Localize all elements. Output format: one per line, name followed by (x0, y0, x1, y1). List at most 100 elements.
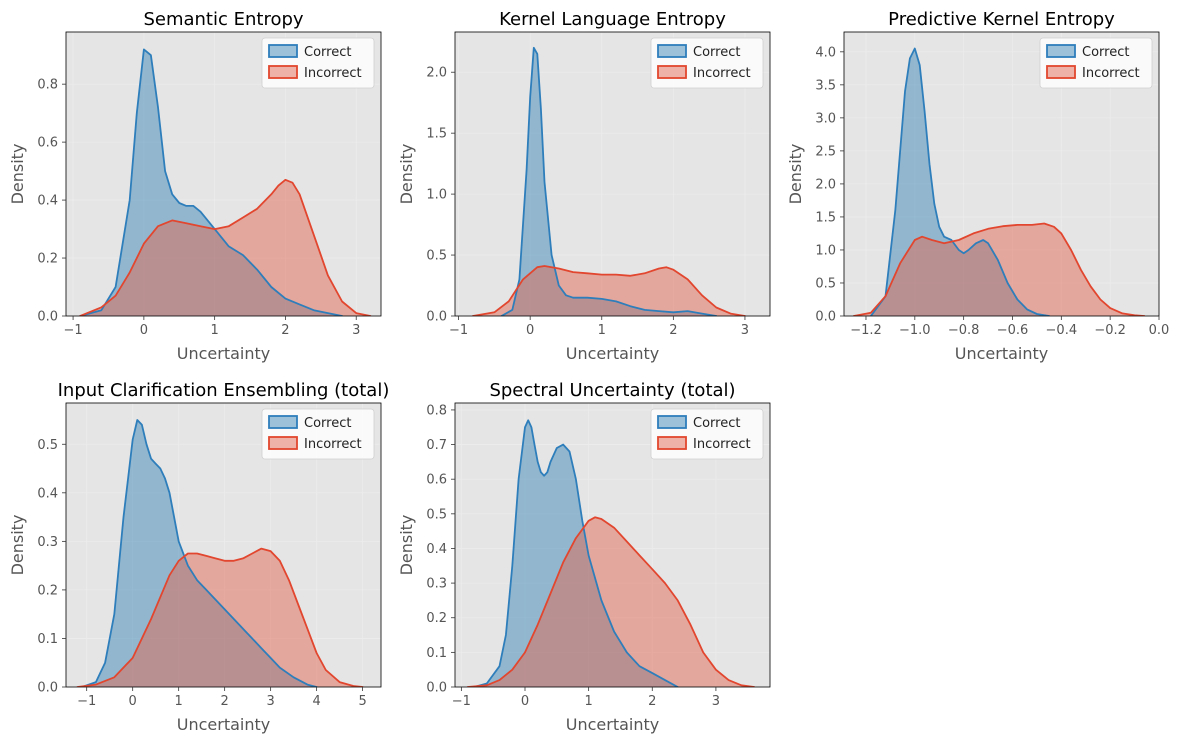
legend-label: Incorrect (304, 66, 362, 81)
chart-title: Input Clarification Ensembling (total) (58, 380, 390, 401)
y-tick-label: 0.0 (426, 310, 447, 325)
x-tick-label: 3 (712, 694, 720, 709)
y-tick-label: 0.8 (37, 78, 58, 93)
x-tick-label: 2 (281, 323, 289, 338)
y-tick-label: 0.4 (37, 486, 58, 501)
y-tick-label: 0.0 (815, 310, 836, 325)
legend-swatch-incorrect (268, 436, 298, 450)
legend: Correct Incorrect (261, 408, 375, 460)
density-line-incorrect (472, 265, 746, 316)
legend-label: Correct (693, 45, 740, 60)
legend-swatch-incorrect (657, 436, 687, 450)
y-tick-label: 0.1 (426, 646, 447, 661)
y-tick-label: 0.0 (37, 310, 58, 325)
x-tick-label: −0.6 (997, 323, 1029, 338)
density-line-incorrect (79, 178, 372, 316)
x-tick-label: −1 (452, 694, 471, 709)
legend-label: Incorrect (693, 66, 751, 81)
x-tick-label: 0 (129, 694, 137, 709)
legend: Correct Incorrect (650, 37, 764, 89)
density-area-incorrect (467, 517, 755, 687)
x-tick-label: 2 (221, 694, 229, 709)
y-tick-label: 0.2 (37, 583, 58, 598)
chart-title: Predictive Kernel Entropy (888, 9, 1115, 30)
density-line-correct (79, 48, 343, 316)
chart-panel: −1 0 1 2 3 4 5 0.0 0.1 0.2 0.3 0.4 0.5 Input Clarific… (8, 380, 389, 734)
legend-swatch-incorrect (1046, 65, 1076, 79)
y-tick-label: 0.4 (37, 194, 58, 209)
chart-title: Semantic Entropy (143, 9, 303, 30)
y-tick-label: 0.0 (426, 681, 447, 696)
legend-label: Incorrect (1082, 66, 1140, 81)
legend-swatch-correct (657, 44, 687, 58)
x-tick-label: 2 (669, 323, 677, 338)
y-tick-label: 0.3 (426, 577, 447, 592)
legend-swatch-incorrect (657, 65, 687, 79)
density-area-incorrect (472, 266, 745, 316)
axes-frame (843, 31, 1160, 317)
y-tick-label: 0.5 (426, 507, 447, 522)
legend-swatch-correct (268, 44, 298, 58)
y-tick-label: 1.0 (426, 188, 447, 203)
x-tick-label: 3 (352, 323, 360, 338)
y-tick-label: 1.5 (426, 127, 447, 142)
legend-swatch-correct (268, 415, 298, 429)
x-tick-label: 1 (175, 694, 183, 709)
x-tick-label: −1.0 (899, 323, 931, 338)
density-line-incorrect (466, 516, 755, 687)
legend: Correct Incorrect (1039, 37, 1153, 89)
y-tick-label: 0.8 (426, 403, 447, 418)
y-tick-label: 2.5 (815, 144, 836, 159)
x-tick-label: −1 (449, 323, 468, 338)
x-tick-label: 3 (741, 323, 749, 338)
density-line-correct (870, 47, 1050, 316)
x-axis-label: Uncertainty (177, 344, 270, 363)
density-line-correct (81, 419, 318, 687)
axes-frame (65, 31, 382, 317)
y-tick-label: 0.4 (426, 542, 447, 557)
x-tick-label: −0.8 (948, 323, 980, 338)
x-tick-label: −1.2 (850, 323, 882, 338)
axes-frame (65, 402, 382, 688)
legend-label: Incorrect (693, 437, 751, 452)
density-line-correct (473, 419, 679, 687)
x-tick-label: −1 (63, 323, 82, 338)
y-tick-label: 0.7 (426, 438, 447, 453)
y-tick-label: 2.0 (815, 177, 836, 192)
y-tick-label: 0.5 (426, 249, 447, 264)
y-tick-label: 0.5 (815, 276, 836, 291)
y-tick-label: 0.1 (37, 632, 58, 647)
y-tick-label: 1.0 (815, 243, 836, 258)
x-axis-label: Uncertainty (177, 715, 270, 734)
x-tick-label: 0 (140, 323, 148, 338)
chart-panel: −1 0 1 2 3 0.0 0.2 0.4 0.6 0.8 Semantic Entropy Unc… (8, 9, 382, 363)
x-axis-label: Uncertainty (566, 715, 659, 734)
chart-title: Kernel Language Entropy (499, 9, 726, 30)
legend: Correct Incorrect (650, 408, 764, 460)
y-tick-label: 3.0 (815, 111, 836, 126)
x-axis-label: Uncertainty (955, 344, 1048, 363)
legend-label: Correct (693, 416, 740, 431)
x-tick-label: −1 (77, 694, 96, 709)
density-line-incorrect (76, 547, 364, 687)
x-tick-label: −0.4 (1046, 323, 1078, 338)
x-axis-label: Uncertainty (566, 344, 659, 363)
density-area-correct (82, 420, 317, 687)
legend-label: Correct (1082, 45, 1129, 60)
chart-panel: −1 0 1 2 3 0.0 0.1 0.2 0.3 0.4 0.5 0.6 0.7 0.8 Spectra… (397, 380, 771, 734)
legend: Correct Incorrect (261, 37, 375, 89)
x-tick-label: 3 (266, 694, 274, 709)
y-tick-label: 3.5 (815, 78, 836, 93)
chart-title: Spectral Uncertainty (total) (489, 380, 735, 401)
x-tick-label: 1 (598, 323, 606, 338)
x-tick-label: 2 (648, 694, 656, 709)
density-area-incorrect (80, 179, 371, 316)
x-tick-label: −0.2 (1094, 323, 1126, 338)
density-area-incorrect (853, 223, 1145, 316)
density-line-incorrect (852, 222, 1146, 316)
legend-label: Correct (304, 45, 351, 60)
chart-panel: −1 0 1 2 3 0.0 0.5 1.0 1.5 2.0 Kernel Language Ent… (397, 9, 771, 363)
y-tick-label: 0.3 (37, 535, 58, 550)
x-tick-label: 0.0 (1149, 323, 1170, 338)
